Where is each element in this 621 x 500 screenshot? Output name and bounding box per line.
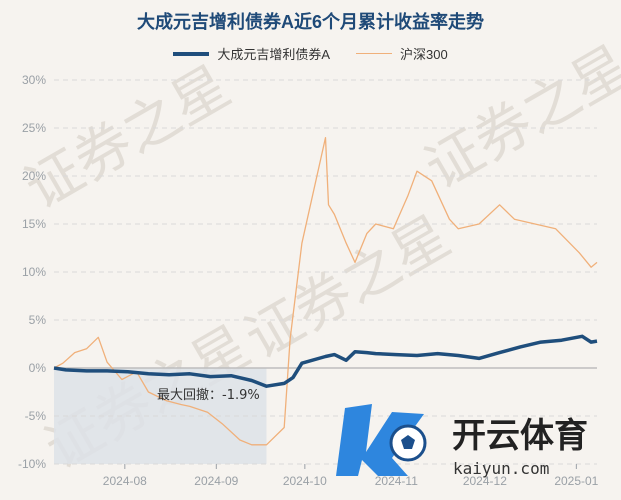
series-line-csi300 <box>53 136 598 446</box>
watermark-text-1: 证券之星 <box>415 34 621 202</box>
y-tick-label: 0% <box>29 361 47 375</box>
legend-item-fund[interactable]: 大成元吉增利债券A <box>173 44 330 63</box>
x-tick-label: 2024-08 <box>103 474 147 488</box>
y-tick-label: 5% <box>29 313 47 327</box>
legend-swatch-csi300 <box>355 53 392 54</box>
y-axis-ticks: 30% 25% 20% 15% 10% 5% 0% -5% -10% <box>18 73 46 471</box>
logo-name: 开云体育 <box>452 416 588 456</box>
y-tick-label: -10% <box>18 457 46 471</box>
logo-k-mark-icon <box>336 404 424 476</box>
y-tick-label: -5% <box>25 409 47 423</box>
y-tick-label: 25% <box>22 121 46 135</box>
x-tick-label: 2024-12 <box>463 474 507 488</box>
watermark-text-0: 证券之星 <box>15 54 241 222</box>
chart-title: 大成元吉增利债券A近6个月累计收益率走势 <box>136 12 484 32</box>
legend-swatch-fund <box>173 51 210 56</box>
series-line-fund <box>53 334 598 388</box>
x-tick-label: 2025-01 <box>554 474 598 488</box>
max-drawdown-area <box>54 368 267 464</box>
y-tick-label: 15% <box>22 217 46 231</box>
y-tick-label: 30% <box>22 73 46 87</box>
logo-ball-pattern-icon <box>401 435 415 449</box>
gridlines <box>54 79 597 465</box>
kaiyun-logo: 开云体育 kaiyun.com <box>336 404 588 478</box>
legend-label-csi300: 沪深300 <box>399 47 448 62</box>
legend-item-csi300[interactable]: 沪深300 <box>355 44 448 63</box>
y-tick-label: 20% <box>22 169 46 183</box>
legend: 大成元吉增利债券A 沪深300 <box>0 44 621 63</box>
legend-label-fund: 大成元吉增利债券A <box>217 47 330 62</box>
x-tick-label: 2024-11 <box>375 474 418 488</box>
series-lines <box>53 136 598 446</box>
x-tick-label: 2024-10 <box>283 474 327 488</box>
y-tick-label: 10% <box>22 265 46 279</box>
logo-url: kaiyun.com <box>453 459 549 478</box>
x-tick-label: 2024-09 <box>194 474 238 488</box>
x-axis-ticks: 2024-08 2024-09 2024-10 2024-11 2024-12 2025-… <box>103 464 599 488</box>
max-drawdown-label: 最大回撤：-1.9% <box>157 387 260 403</box>
watermark-text-3: 证券之星 <box>235 204 461 372</box>
